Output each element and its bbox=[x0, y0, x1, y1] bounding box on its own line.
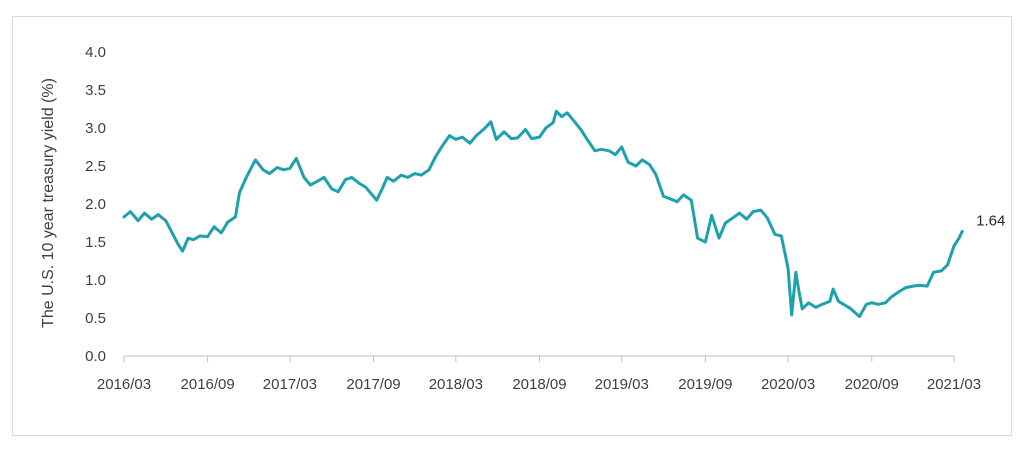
x-tick-label: 2018/09 bbox=[512, 376, 566, 393]
x-tick-label: 2018/03 bbox=[429, 376, 483, 393]
x-tick-label: 2016/09 bbox=[181, 376, 235, 393]
yield-series-line bbox=[122, 109, 964, 318]
end-value-label: 1.64 bbox=[976, 212, 1005, 229]
y-tick-label: 2.0 bbox=[85, 196, 106, 213]
y-tick-label: 0.0 bbox=[85, 348, 106, 365]
y-axis-title: The U.S. 10 year treasury yield (%) bbox=[40, 78, 57, 328]
x-tick-label: 2017/03 bbox=[263, 376, 317, 393]
y-axis: 0.0 0.5 1.0 1.5 2.0 2.5 3.0 3.5 4.0 bbox=[85, 44, 106, 365]
x-tick-label: 2019/09 bbox=[678, 376, 732, 393]
y-tick-label: 2.5 bbox=[85, 158, 106, 175]
y-tick-label: 3.5 bbox=[85, 82, 106, 99]
y-tick-label: 4.0 bbox=[85, 44, 106, 61]
x-tick-label: 2021/03 bbox=[927, 376, 981, 393]
x-tick-label: 2016/03 bbox=[97, 376, 151, 393]
y-tick-label: 3.0 bbox=[85, 120, 106, 137]
x-tick-label: 2020/09 bbox=[845, 376, 899, 393]
y-tick-label: 1.5 bbox=[85, 234, 106, 251]
x-tick-label: 2017/09 bbox=[346, 376, 400, 393]
x-axis: 2016/03 2016/09 2017/03 2017/09 2018/03 2018/… bbox=[97, 356, 981, 393]
y-tick-label: 0.5 bbox=[85, 310, 106, 327]
x-tick-label: 2019/03 bbox=[595, 376, 649, 393]
x-tick-label: 2020/03 bbox=[761, 376, 815, 393]
chart-frame bbox=[12, 16, 1012, 436]
y-tick-label: 1.0 bbox=[85, 272, 106, 289]
